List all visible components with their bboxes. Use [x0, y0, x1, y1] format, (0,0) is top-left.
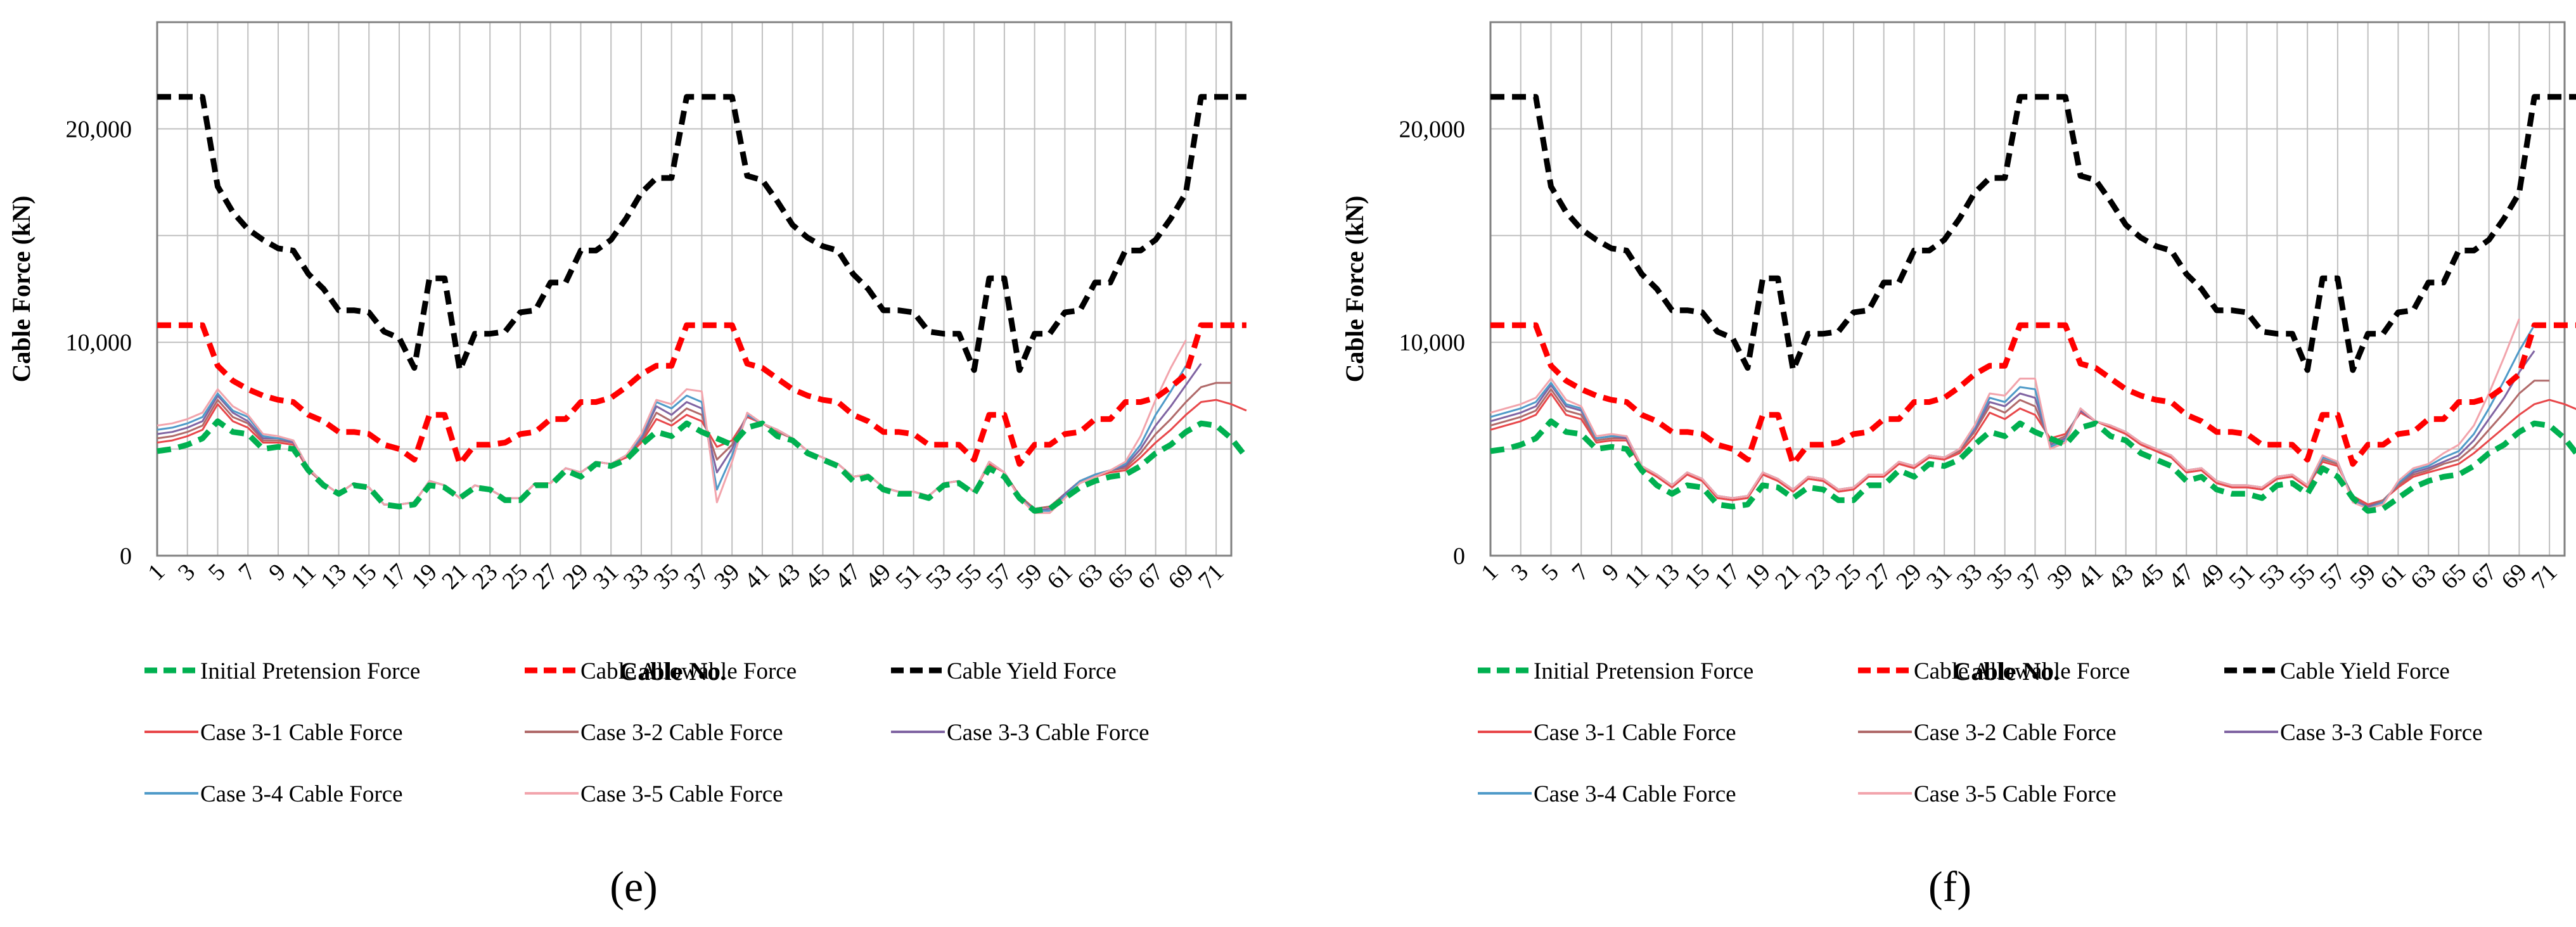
- panel-label-e: (e): [610, 862, 657, 911]
- x-tick-label: 7: [233, 559, 260, 586]
- y-tick-label: 10,000: [1399, 329, 1466, 356]
- series-line-case-3-1-cable-force: [1490, 392, 2576, 506]
- legend-label: Cable Allowable Force: [1914, 658, 2130, 684]
- legend-label: Case 3-3 Cable Force: [2280, 720, 2483, 746]
- x-tick-label: 1: [143, 559, 170, 586]
- legend-item: Cable Yield Force: [2224, 658, 2450, 684]
- series-line-initial-pretension-force: [157, 418, 1249, 514]
- x-tick-label: 5: [1537, 559, 1564, 586]
- legend-label: Case 3-2 Cable Force: [1914, 720, 2117, 746]
- legend-label: Initial Pretension Force: [200, 658, 420, 684]
- legend-item: Cable Yield Force: [891, 658, 1117, 684]
- x-tick-label: 3: [173, 559, 200, 586]
- legend-item: Case 3-4 Cable Force: [1478, 781, 1736, 807]
- x-tick-label: 3: [1506, 559, 1534, 586]
- legend-label: Case 3-2 Cable Force: [580, 720, 783, 746]
- series-line-cable-allowable-force: [157, 322, 1246, 467]
- series-line-case-3-3-cable-force: [157, 363, 1202, 512]
- y-tick-labels: 0 10,000 20,000: [66, 116, 132, 570]
- y-tick-label: 0: [1453, 543, 1465, 570]
- panel-label-f: (f): [1928, 862, 1971, 911]
- y-tick-label: 20,000: [1399, 116, 1466, 143]
- x-tick-label: 9: [264, 559, 291, 586]
- x-axis-title: Cable No.: [620, 657, 727, 686]
- x-tick-label: 71: [1193, 559, 1229, 595]
- y-tick-label: 10,000: [66, 329, 132, 356]
- legend-item: Case 3-5 Cable Force: [525, 781, 783, 807]
- x-tick-label: 9: [1597, 559, 1624, 586]
- series-line-case-3-5-cable-force: [157, 340, 1187, 515]
- plot-area-frame: [156, 21, 1233, 557]
- y-axis-title: Cable Force (kN): [1340, 196, 1369, 383]
- x-axis-title: Cable No.: [1953, 657, 2060, 686]
- legend-item: Case 3-5 Cable Force: [1858, 781, 2117, 807]
- legend-item: Case 3-2 Cable Force: [1858, 720, 2117, 746]
- legend-label: Case 3-5 Cable Force: [1914, 781, 2117, 807]
- y-axis-title: Cable Force (kN): [7, 196, 35, 383]
- legend-label: Case 3-4 Cable Force: [200, 781, 403, 807]
- series-lines: [157, 94, 1249, 515]
- x-tick-labels: 1 3 5 7 911131517192123252729313335373941434…: [143, 559, 1229, 595]
- legend-item: Case 3-4 Cable Force: [144, 781, 403, 807]
- grid-lines: [157, 22, 1231, 556]
- series-line-case-3-2-cable-force: [1490, 380, 2550, 508]
- legend-label: Case 3-4 Cable Force: [1534, 781, 1736, 807]
- series-line-cable-yield-force: [1490, 94, 2576, 373]
- legend-label: Initial Pretension Force: [1534, 658, 1753, 684]
- legend: Initial Pretension Force Cable Allowable …: [1478, 658, 2483, 807]
- legend-item: Case 3-1 Cable Force: [1478, 720, 1736, 746]
- legend-item: Initial Pretension Force: [1478, 658, 1753, 684]
- series-line-cable-allowable-force: [1490, 322, 2576, 467]
- legend-label: Case 3-1 Cable Force: [1534, 720, 1736, 746]
- plot-area-frame: [1489, 21, 2566, 557]
- x-tick-label: 7: [1567, 559, 1594, 586]
- series-line-cable-yield-force: [157, 94, 1246, 373]
- legend: Initial Pretension Force Cable Allowable …: [144, 658, 1150, 807]
- legend-label: Case 3-5 Cable Force: [580, 781, 783, 807]
- legend-item: Initial Pretension Force: [144, 658, 420, 684]
- legend-item: Case 3-1 Cable Force: [144, 720, 403, 746]
- legend-label: Case 3-3 Cable Force: [947, 720, 1150, 746]
- series-line-initial-pretension-force: [1490, 418, 2576, 514]
- x-tick-label: 5: [203, 559, 231, 586]
- x-tick-labels: 1 3 5 7 911131517192123252729313335373941434…: [1476, 559, 2562, 595]
- y-tick-label: 20,000: [66, 116, 132, 143]
- series-line-case-3-5-cable-force: [1490, 318, 2520, 510]
- legend-label: Case 3-1 Cable Force: [200, 720, 403, 746]
- y-tick-labels: 0 10,000 20,000: [1399, 116, 1466, 570]
- legend-item: Case 3-3 Cable Force: [2224, 720, 2483, 746]
- legend-item: Cable Allowable Force: [1858, 658, 2130, 684]
- x-tick-label: 71: [2527, 559, 2563, 595]
- legend-label: Cable Allowable Force: [580, 658, 797, 684]
- legend-label: Cable Yield Force: [2280, 658, 2450, 684]
- legend-item: Cable Allowable Force: [525, 658, 797, 684]
- series-lines: [1490, 94, 2576, 514]
- y-tick-label: 0: [120, 543, 132, 570]
- legend-item: Case 3-2 Cable Force: [525, 720, 783, 746]
- legend-label: Cable Yield Force: [947, 658, 1117, 684]
- legend-item: Case 3-3 Cable Force: [891, 720, 1150, 746]
- x-tick-label: 1: [1476, 559, 1503, 586]
